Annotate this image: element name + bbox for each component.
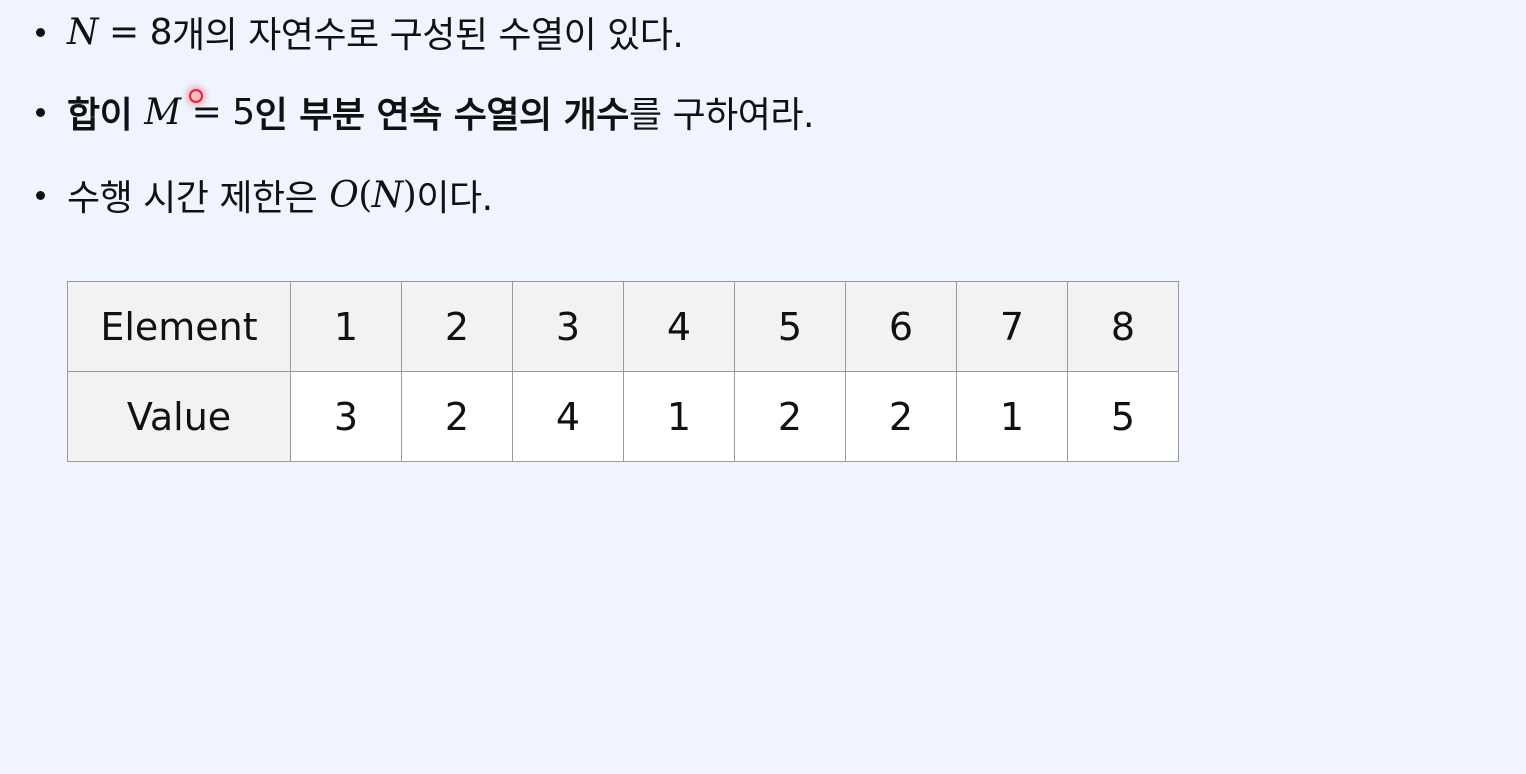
value-cell: 2 <box>845 371 957 462</box>
paren-open: ( <box>358 174 372 216</box>
value-cell: 1 <box>956 371 1068 462</box>
element-index-cell: 3 <box>512 281 624 372</box>
paren-close: ) <box>402 174 417 216</box>
mouse-pointer-highlight-icon <box>189 89 203 103</box>
bullet-dot <box>36 107 45 117</box>
value-cell: 3 <box>290 371 402 462</box>
element-index-cell: 4 <box>623 281 735 372</box>
big-o: O <box>329 174 359 216</box>
element-index-cell: 1 <box>290 281 402 372</box>
element-index-cell: 7 <box>956 281 1068 372</box>
bullet-text: 수행 시간 제한은 <box>67 178 318 219</box>
bullet-bold-prefix: 합이 <box>67 95 133 136</box>
table-row-values: Value 3 2 4 1 2 2 1 5 <box>67 371 1179 462</box>
element-index-cell: 8 <box>1067 281 1179 372</box>
bullet-text: 개의 자연수로 구성된 수열이 있다. <box>171 15 684 56</box>
value-cell: 1 <box>623 371 735 462</box>
bullet-sequence-size: N = 8 개의 자연수로 구성된 수열이 있다. <box>36 2 684 62</box>
bullet-time-limit: 수행 시간 제한은 O ( N ) 이다. <box>36 165 493 225</box>
bullet-bold-text: 인 부분 연속 수열의 개수 <box>254 95 630 136</box>
value-cell: 5 <box>1067 371 1179 462</box>
var-n: N <box>371 174 404 216</box>
var-m: M <box>144 91 181 133</box>
target-sum-value: 5 <box>232 91 255 133</box>
table-row-elements: Element 1 2 3 4 5 6 7 8 <box>67 281 1179 372</box>
element-index-cell: 2 <box>401 281 513 372</box>
var-n: N <box>67 11 99 53</box>
row-header-value: Value <box>67 371 291 462</box>
value-cell: 2 <box>401 371 513 462</box>
element-index-cell: 6 <box>845 281 957 372</box>
sequence-table: Element 1 2 3 4 5 6 7 8 Value 3 2 4 1 2 … <box>67 281 1179 462</box>
equals-sign: = <box>98 11 150 53</box>
bullet-dot <box>36 27 45 37</box>
sequence-length: 8 <box>149 11 173 53</box>
element-index-cell: 5 <box>734 281 846 372</box>
value-cell: 4 <box>512 371 624 462</box>
bullet-suffix: 이다. <box>416 178 493 219</box>
row-header-element: Element <box>67 281 291 372</box>
value-cell: 2 <box>734 371 846 462</box>
bullet-suffix: 를 구하여라. <box>628 95 815 136</box>
bullet-target-sum: 합이 M = 5 인 부분 연속 수열의 개수 를 구하여라. <box>36 82 814 142</box>
bullet-dot <box>36 190 45 200</box>
